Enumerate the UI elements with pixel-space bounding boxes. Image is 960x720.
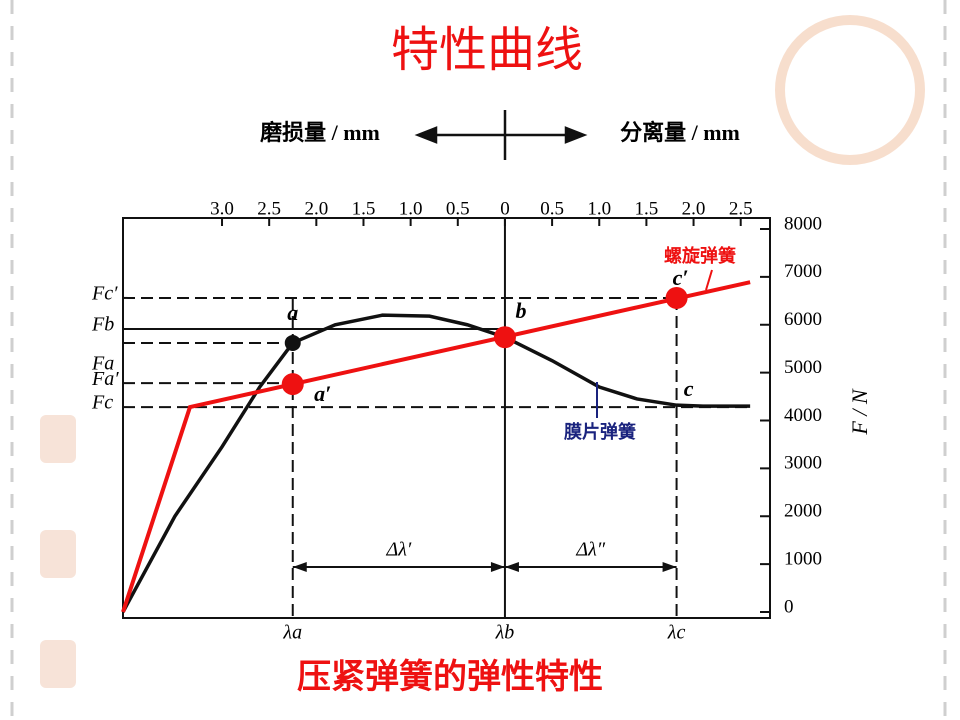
x-tick-label: 1.5 [352,198,376,219]
x-tick-label: 0.5 [540,198,564,219]
span-label: Δλ″ [575,539,605,561]
x-tick-label: 3.0 [210,198,234,219]
y-tick-label: 4000 [784,405,822,426]
y-tick-label: 6000 [784,309,822,330]
point [665,286,688,309]
point-label: a′ [314,381,331,406]
reference-label: Fc [91,392,113,414]
x-label-right: 分离量 / mm [620,120,740,145]
y-tick-label: 5000 [784,357,822,378]
y-tick-label: 2000 [784,501,822,522]
legend-label: 螺旋弹簧 [664,245,736,266]
span-label: Δλ′ [385,539,411,561]
y-tick-label: 3000 [784,453,822,474]
direction-arrow [414,110,588,160]
lambda-label: λb [495,622,515,644]
x-tick-label: 2.0 [682,198,706,219]
x-tick-label: 0 [500,198,510,219]
y-tick-label: 1000 [784,548,822,569]
point-label: a [287,300,298,325]
reference-label: Fc′ [91,283,118,305]
lambda-label: λa [282,622,302,644]
x-label-left: 磨损量 / mm [260,120,380,145]
reference-label: Fa′ [91,368,119,390]
x-tick-label: 1.5 [635,198,659,219]
lambda-label: λc [667,622,686,644]
watermark [40,15,925,688]
x-tick-label: 1.0 [587,198,611,219]
point [493,326,516,349]
series-line [121,313,751,613]
y-axis-label: F / N [847,388,872,436]
leader-line [705,269,713,291]
x-tick-label: 2.5 [729,198,753,219]
point-label: c [684,376,694,401]
series-line [121,280,751,613]
reference-label: Fb [91,314,114,336]
plot-frame [122,217,771,619]
x-tick-label: 0.5 [446,198,470,219]
legend-label: 膜片弹簧 [563,421,636,442]
point [284,334,301,351]
subtitle: 压紧弹簧的弹性特性 [297,657,603,696]
point-label: b [515,298,526,323]
y-tick-label: 0 [784,596,794,617]
x-tick-label: 2.5 [257,198,281,219]
y-tick-label: 7000 [784,261,822,282]
point-label: c′ [673,265,689,290]
x-tick-label: 2.0 [304,198,328,219]
y-tick-label: 8000 [784,213,822,234]
point [281,373,304,396]
title: 特性曲线 [391,24,583,77]
x-tick-label: 1.0 [399,198,423,219]
reference-label: Fa [91,353,114,375]
